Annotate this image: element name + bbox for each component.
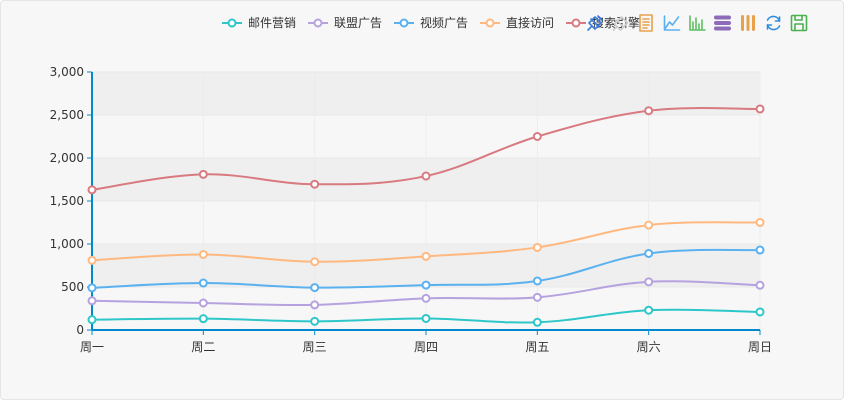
- legend-item[interactable]: 视频广告: [394, 15, 468, 30]
- data-point[interactable]: [421, 251, 431, 261]
- x-tick-label: 周四: [414, 340, 438, 354]
- legend-marker: [313, 18, 323, 28]
- data-point[interactable]: [198, 169, 208, 179]
- line-chart-icon[interactable]: [663, 15, 681, 31]
- data-point[interactable]: [310, 316, 320, 326]
- data-point[interactable]: [644, 106, 654, 116]
- x-tick-label: 周一: [80, 340, 104, 354]
- legend-marker: [399, 18, 409, 28]
- y-tick-label: 500: [61, 280, 84, 294]
- data-point[interactable]: [198, 298, 208, 308]
- data-point[interactable]: [644, 248, 654, 258]
- x-tick-label: 周二: [191, 340, 215, 354]
- y-tick-label: 2,000: [50, 151, 84, 165]
- data-point[interactable]: [532, 132, 542, 141]
- data-point[interactable]: [532, 276, 542, 286]
- data-point[interactable]: [421, 280, 431, 290]
- data-point[interactable]: [198, 249, 208, 259]
- legend-item[interactable]: 邮件营销: [222, 16, 296, 30]
- mark-icon[interactable]: [587, 15, 603, 31]
- legend: 邮件营销 联盟广告 视频广告 直接访问 搜索引擎: [222, 15, 640, 30]
- data-point[interactable]: [755, 104, 765, 114]
- data-view-icon[interactable]: [639, 14, 653, 32]
- data-point[interactable]: [532, 292, 542, 302]
- data-point[interactable]: [310, 283, 320, 293]
- data-point[interactable]: [87, 283, 97, 293]
- y-tick-label: 2,500: [50, 108, 84, 122]
- data-point[interactable]: [198, 314, 208, 324]
- toolbox: [587, 14, 808, 32]
- legend-label: 视频广告: [420, 15, 468, 30]
- legend-item[interactable]: 搜索引擎: [566, 15, 640, 30]
- legend-item[interactable]: 直接访问: [480, 15, 554, 30]
- y-tick-label: 3,000: [50, 65, 84, 79]
- data-point[interactable]: [87, 255, 97, 265]
- x-tick-label: 周五: [525, 340, 549, 354]
- data-point[interactable]: [198, 278, 208, 288]
- legend-label: 直接访问: [506, 15, 554, 30]
- tiled-icon[interactable]: [741, 15, 755, 31]
- legend-marker: [227, 18, 237, 28]
- series-points: [87, 104, 765, 327]
- legend-marker: [571, 18, 581, 28]
- x-tick-label: 周日: [748, 340, 772, 354]
- legend-label: 联盟广告: [334, 16, 382, 30]
- stack-icon[interactable]: [714, 15, 731, 31]
- axes: 0 500 1,000 1,500 2,000 2,500 3,000 周一 周二 周三 周四 周五 周…: [50, 65, 772, 354]
- data-point[interactable]: [87, 296, 97, 306]
- data-point[interactable]: [421, 313, 431, 323]
- legend-label: 邮件营销: [248, 16, 296, 30]
- data-point[interactable]: [87, 315, 97, 325]
- data-point[interactable]: [644, 220, 654, 230]
- data-point[interactable]: [755, 245, 765, 255]
- data-point[interactable]: [644, 277, 654, 287]
- data-point[interactable]: [755, 307, 765, 317]
- data-point[interactable]: [421, 293, 431, 303]
- x-tick-label: 周六: [637, 340, 661, 354]
- legend-item[interactable]: 联盟广告: [308, 16, 382, 30]
- data-point[interactable]: [755, 280, 765, 290]
- data-point[interactable]: [532, 242, 542, 252]
- data-point[interactable]: [644, 305, 654, 315]
- restore-icon[interactable]: [766, 15, 781, 31]
- data-point[interactable]: [310, 257, 320, 267]
- data-point[interactable]: [755, 218, 765, 227]
- data-point[interactable]: [310, 300, 320, 310]
- save-as-image-icon[interactable]: [790, 14, 808, 32]
- y-tick-label: 0: [76, 323, 84, 337]
- legend-marker: [485, 18, 495, 28]
- x-tick-label: 周三: [303, 340, 327, 354]
- data-point[interactable]: [421, 171, 431, 181]
- data-point[interactable]: [87, 185, 97, 195]
- y-tick-label: 1,000: [50, 237, 84, 251]
- data-point[interactable]: [310, 179, 320, 189]
- data-point[interactable]: [532, 317, 542, 327]
- mark-undo-icon[interactable]: [612, 16, 629, 31]
- bar-chart-icon[interactable]: [689, 15, 706, 31]
- y-tick-label: 1,500: [50, 194, 84, 208]
